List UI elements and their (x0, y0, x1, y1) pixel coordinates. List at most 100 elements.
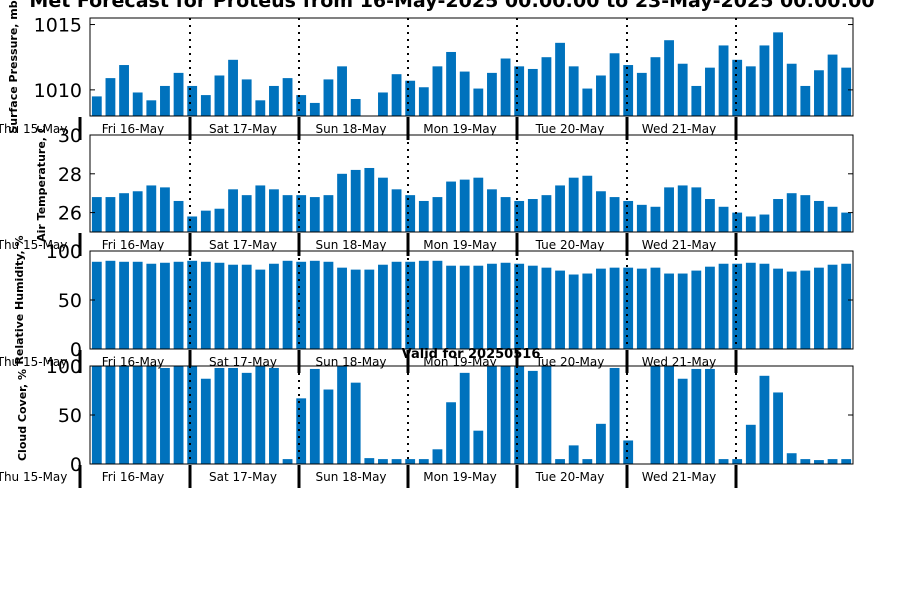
bar (378, 92, 388, 116)
bar (786, 453, 797, 464)
bar (418, 200, 429, 232)
bar (609, 197, 620, 232)
y-tick-label: 1010 (34, 80, 82, 102)
bar (473, 88, 484, 116)
bar (350, 99, 361, 116)
y-tick-label: 28 (58, 164, 82, 186)
bar (173, 366, 184, 464)
bar (255, 366, 266, 464)
day-label-thu-15-may: Thu 15-May (0, 238, 67, 252)
bar (119, 193, 129, 232)
bar (582, 459, 593, 464)
bar (337, 66, 347, 116)
bar (282, 78, 293, 116)
bar (745, 216, 756, 232)
bar (677, 185, 688, 232)
bar (732, 212, 743, 232)
bar (691, 368, 702, 464)
bar (105, 197, 116, 232)
y-tick-label: 30 (58, 125, 82, 147)
bar (582, 273, 593, 349)
bar (636, 268, 647, 349)
bar (418, 87, 429, 116)
day-label-sat-17-may: Sat 17-May (209, 355, 277, 369)
day-label-tue-20-may: Tue 20-May (535, 238, 605, 252)
figure-title: Met Forecast for Proteus from 16-May-202… (29, 0, 874, 12)
bar (91, 366, 102, 464)
bar (773, 268, 783, 349)
bar (187, 216, 198, 232)
bar (527, 370, 538, 464)
bar (500, 262, 511, 349)
bar (132, 92, 143, 116)
day-label-thu-15-may: Thu 15-May (0, 470, 67, 484)
bar (759, 45, 770, 116)
bar (269, 263, 279, 349)
bar (146, 185, 157, 232)
bar (636, 72, 647, 116)
valid-for-label: Valid for 20250516 (402, 347, 541, 362)
bar (269, 85, 279, 116)
day-label-mon-19-may: Mon 19-May (423, 470, 497, 484)
bar (500, 197, 511, 232)
bar (187, 260, 198, 349)
bar (677, 378, 688, 464)
bar (677, 63, 688, 116)
day-label-sun-18-may: Sun 18-May (315, 238, 386, 252)
bar (105, 366, 116, 464)
bar (337, 267, 347, 349)
bar (596, 191, 606, 232)
y-tick-label: 50 (58, 290, 82, 312)
bar (691, 85, 702, 116)
day-label-thu-15-may: Thu 15-May (0, 122, 67, 136)
bar (759, 375, 770, 464)
bar (391, 261, 402, 349)
bar (323, 79, 334, 116)
bar (487, 189, 497, 232)
bar (364, 167, 375, 232)
bar (119, 366, 129, 464)
bar (745, 424, 756, 464)
day-label-tue-20-may: Tue 20-May (535, 122, 605, 136)
bar (91, 197, 102, 232)
bar (800, 459, 811, 464)
bar (759, 214, 770, 232)
bar (555, 459, 565, 464)
day-label-wed-21-may: Wed 21-May (642, 470, 716, 484)
bar (459, 372, 470, 464)
bar (323, 195, 334, 232)
bar (241, 79, 252, 116)
bar (459, 71, 470, 116)
bar (337, 173, 347, 232)
bar (282, 260, 293, 349)
panel-1: 1010 1015 Thu 15-May Fri 16-May Sat 17-May Su… (0, 0, 854, 140)
bar (146, 366, 157, 464)
bar (309, 260, 320, 349)
bar (160, 367, 170, 464)
bar (650, 57, 661, 116)
day-label-tue-20-may: Tue 20-May (535, 470, 605, 484)
bar (623, 65, 634, 116)
bar (160, 187, 170, 232)
bar (309, 102, 320, 116)
bar (241, 372, 252, 464)
bar (555, 270, 565, 349)
bar (541, 267, 552, 349)
bar (623, 267, 634, 349)
bar (405, 459, 416, 464)
y-tick-label: 100 (46, 356, 82, 378)
axes-box (89, 134, 854, 233)
bar (473, 265, 484, 349)
bar (432, 449, 443, 464)
bar (241, 264, 252, 349)
day-label-thu-15-may: Thu 15-May (0, 355, 67, 369)
bar (841, 459, 852, 464)
bar (568, 66, 579, 116)
day-label-mon-19-may: Mon 19-May (423, 238, 497, 252)
bar (650, 206, 661, 232)
bar (527, 265, 538, 349)
bar (459, 179, 470, 232)
bar (309, 197, 320, 232)
bar (514, 263, 525, 349)
bar (350, 269, 361, 349)
